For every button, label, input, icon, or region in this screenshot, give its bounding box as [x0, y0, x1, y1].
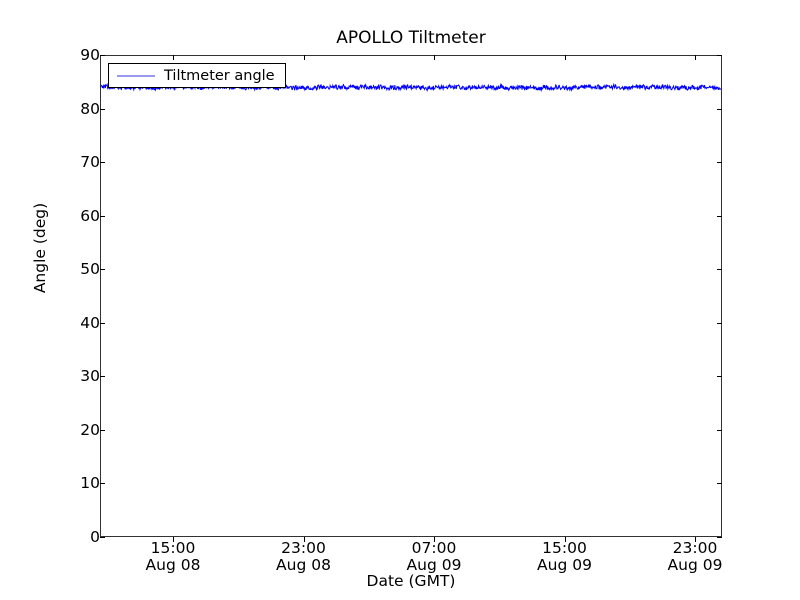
- y-tick-mark: [100, 537, 105, 538]
- y-tick-mark: [100, 215, 105, 217]
- y-tick-label: 60: [80, 206, 100, 225]
- x-tick-mark-top: [695, 55, 696, 60]
- y-tick-label-group: 60: [0, 208, 100, 224]
- y-tick-label: 30: [80, 367, 100, 386]
- x-tick-mark-top: [564, 55, 566, 60]
- y-tick-label-group: 70: [0, 154, 100, 170]
- y-tick-mark-right: [717, 537, 722, 538]
- x-tick-mark: [303, 537, 305, 542]
- plot-canvas: [101, 56, 721, 536]
- y-tick-mark-right: [717, 108, 722, 110]
- y-tick-label-group: 30: [0, 368, 100, 384]
- y-tick-mark: [100, 162, 105, 164]
- y-tick-mark-right: [717, 55, 722, 56]
- x-tick-mark-top: [173, 55, 174, 60]
- x-tick-mark: [434, 537, 435, 542]
- x-tick-label: 15:00 Aug 08: [103, 540, 243, 574]
- x-tick-mark: [695, 537, 696, 542]
- x-tick-label-time: 07:00: [411, 539, 457, 557]
- x-tick-label-time: 15:00: [542, 539, 587, 557]
- x-tick-mark-top: [434, 55, 435, 60]
- y-tick-label: 40: [80, 313, 100, 332]
- x-tick-label: 07:00 Aug 09: [364, 540, 504, 574]
- y-tick-label-group: 0: [0, 529, 100, 545]
- y-tick-mark-right: [717, 215, 722, 217]
- legend: Tiltmeter angle: [108, 63, 286, 88]
- y-tick-label: 20: [80, 420, 100, 439]
- x-tick-label: 15:00 Aug 09: [495, 540, 635, 574]
- x-tick-mark: [564, 537, 566, 542]
- x-tick-label-time: 15:00: [150, 539, 196, 557]
- y-tick-mark: [100, 376, 105, 378]
- y-tick-mark: [100, 483, 105, 485]
- x-tick-label-time: 23:00: [281, 539, 326, 557]
- x-axis-label: Date (GMT): [366, 572, 456, 590]
- x-tick-label-date: Aug 09: [537, 556, 592, 574]
- y-tick-mark-right: [717, 483, 722, 485]
- y-tick-label-group: 10: [0, 475, 100, 491]
- x-tick-label: 23:00 Aug 09: [625, 540, 765, 574]
- y-tick-label-group: 80: [0, 101, 100, 117]
- series-tiltmeter-angle: [101, 82, 721, 93]
- legend-entry-tiltmeter-angle: Tiltmeter angle: [115, 68, 279, 84]
- x-tick-label-date: Aug 08: [145, 556, 201, 574]
- y-tick-mark: [100, 269, 105, 271]
- y-tick-mark-right: [717, 376, 722, 378]
- y-axis-label: Angle (deg): [31, 202, 49, 294]
- x-tick-label-date: Aug 09: [406, 556, 462, 574]
- x-tick-label-date: Aug 09: [667, 556, 723, 574]
- y-tick-label: 50: [80, 260, 100, 279]
- y-tick-label: 80: [80, 99, 100, 118]
- y-tick-label-group: 40: [0, 315, 100, 331]
- x-tick-mark-top: [303, 55, 305, 60]
- y-tick-mark: [100, 108, 105, 110]
- x-tick-label: 23:00 Aug 08: [234, 540, 374, 574]
- y-tick-mark-right: [717, 429, 722, 431]
- chart-title: APOLLO Tiltmeter: [336, 28, 486, 48]
- y-tick-mark-right: [717, 269, 722, 271]
- y-tick-mark-right: [717, 322, 722, 324]
- legend-label: Tiltmeter angle: [164, 67, 275, 84]
- y-tick-mark: [100, 429, 105, 431]
- x-tick-mark: [173, 537, 174, 542]
- y-tick-label-group: 50: [0, 261, 100, 277]
- y-tick-label-group: 90: [0, 47, 100, 63]
- y-tick-mark: [100, 55, 105, 56]
- legend-line-swatch: [117, 74, 155, 77]
- y-tick-label: 10: [80, 474, 100, 493]
- x-tick-label-date: Aug 08: [276, 556, 331, 574]
- y-tick-label-group: 20: [0, 422, 100, 438]
- y-tick-label: 70: [80, 153, 100, 172]
- y-tick-mark-right: [717, 162, 722, 164]
- y-tick-label: 0: [90, 528, 100, 546]
- plot-area: [100, 55, 722, 537]
- y-tick-mark: [100, 322, 105, 324]
- x-tick-label-time: 23:00: [672, 539, 718, 557]
- y-tick-label: 90: [80, 46, 100, 64]
